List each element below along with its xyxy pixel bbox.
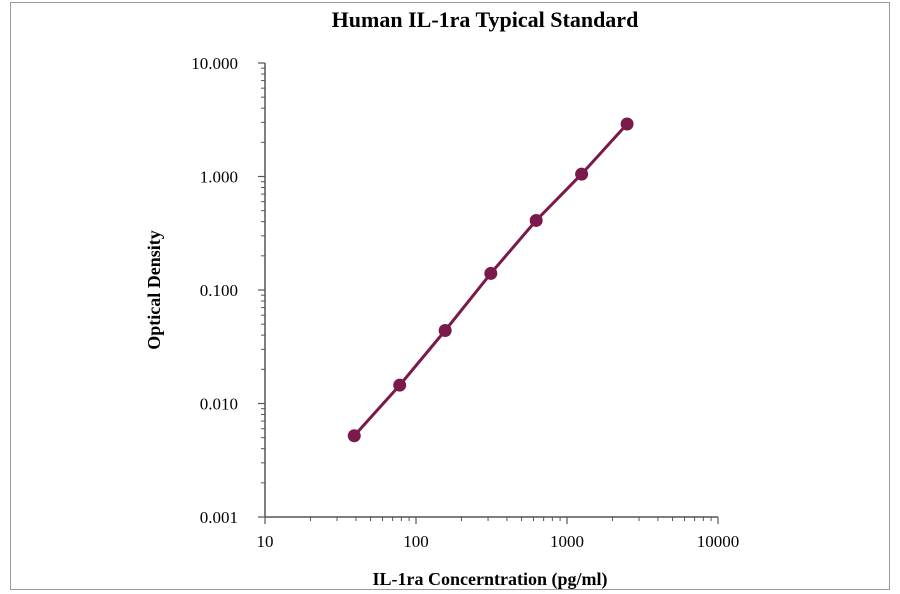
- y-tick-label: 0.010: [200, 395, 238, 414]
- chart-frame: [10, 2, 890, 590]
- data-point: [620, 117, 634, 131]
- data-point: [529, 213, 543, 227]
- x-tick-label: 10000: [697, 532, 740, 551]
- x-axis-ticks: 10 100 1000 10000: [257, 517, 740, 551]
- y-axis-label: Optical Density: [144, 230, 164, 350]
- y-tick-label: 0.001: [200, 508, 238, 527]
- x-tick-label: 10: [257, 532, 274, 551]
- data-point: [347, 429, 361, 443]
- y-tick-label: 1.000: [200, 168, 238, 187]
- y-tick-label: 0.100: [200, 281, 238, 300]
- data-point: [484, 266, 498, 280]
- x-tick-label: 100: [403, 532, 429, 551]
- data-point: [393, 378, 407, 392]
- data-point: [438, 323, 452, 337]
- x-axis-label: IL-1ra Concerntration (pg/ml): [373, 569, 608, 590]
- data-point: [575, 167, 589, 181]
- y-axis-ticks: 10.000 1.000 0.100 0.010 0.001: [191, 54, 265, 527]
- x-tick-label: 1000: [550, 532, 584, 551]
- y-tick-label: 10.000: [191, 54, 238, 73]
- series-layer: [347, 117, 634, 443]
- chart-title: Human IL-1ra Typical Standard: [332, 7, 639, 32]
